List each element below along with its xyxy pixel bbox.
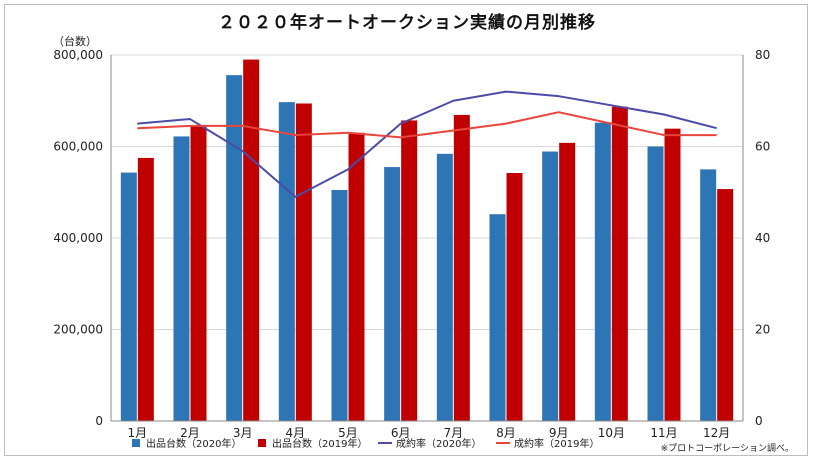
bar — [700, 169, 717, 421]
y-tick-label: 0 — [95, 414, 103, 428]
axes: 0 200,000 400,000 600,000 800,000 0 20 40 60 80 1月… — [53, 48, 770, 440]
y-tick-label: 200,000 — [53, 323, 103, 337]
y-tick-label: 600,000 — [53, 140, 103, 154]
legend-swatch — [258, 439, 266, 447]
x-tick-label: 8月 — [496, 426, 516, 440]
bar — [436, 153, 453, 421]
x-tick-label: 6月 — [391, 426, 411, 440]
bar — [384, 167, 401, 421]
y-tick-label: 800,000 — [53, 48, 103, 62]
legend-label: 出品台数（2020年） — [146, 437, 241, 450]
chart-title: ２０２０年オートオークション実績の月別推移 — [218, 12, 596, 33]
legend-label: 出品台数（2019年） — [272, 437, 367, 450]
series-line — [137, 90, 717, 198]
line-series — [137, 90, 717, 198]
bar — [559, 142, 576, 421]
bar — [453, 114, 470, 422]
x-tick-label: 1月 — [128, 426, 148, 440]
y2-tick-label: 20 — [755, 323, 770, 337]
y2-tick-label: 40 — [755, 231, 770, 245]
bar — [542, 151, 559, 421]
x-tick-label: 4月 — [286, 426, 306, 440]
y2-tick-label: 80 — [755, 48, 770, 62]
bar — [137, 157, 154, 421]
legend-swatch — [132, 439, 140, 447]
legend: 出品台数（2020年） 出品台数（2019年） 成約率（2020年） 成約率（2019… — [132, 437, 599, 450]
bar — [243, 59, 260, 421]
bar — [190, 126, 207, 422]
x-tick-label: 10月 — [598, 426, 625, 440]
x-tick-label: 9月 — [549, 426, 569, 440]
y-tick-label: 400,000 — [53, 231, 103, 245]
source-note: ※プロトコーポレーション調べ。 — [661, 442, 794, 454]
x-tick-label: 7月 — [444, 426, 464, 440]
bar-series — [120, 59, 734, 422]
bar — [611, 106, 628, 421]
y-axis-unit-label: （台数） — [53, 34, 97, 48]
bar — [295, 103, 312, 422]
bar — [348, 132, 365, 421]
legend-label: 成約率（2020年） — [396, 437, 481, 450]
bar — [647, 146, 664, 421]
x-tick-label: 2月 — [180, 426, 200, 440]
legend-label: 成約率（2019年） — [514, 437, 599, 450]
bar — [489, 214, 506, 421]
bar — [664, 128, 681, 421]
bar — [717, 189, 734, 421]
series-line — [137, 111, 717, 139]
x-tick-label: 3月 — [233, 426, 253, 440]
y2-tick-label: 0 — [755, 414, 763, 428]
x-tick-label: 5月 — [338, 426, 358, 440]
bar — [506, 173, 523, 421]
bar — [120, 172, 137, 421]
x-tick-label: 12月 — [703, 426, 730, 440]
bar — [401, 120, 418, 422]
bar — [226, 75, 243, 421]
bar — [331, 189, 348, 421]
bar — [173, 136, 190, 421]
bar — [594, 122, 611, 422]
x-tick-label: 11月 — [650, 426, 677, 440]
bar — [278, 102, 295, 421]
y2-tick-label: 60 — [755, 140, 770, 154]
